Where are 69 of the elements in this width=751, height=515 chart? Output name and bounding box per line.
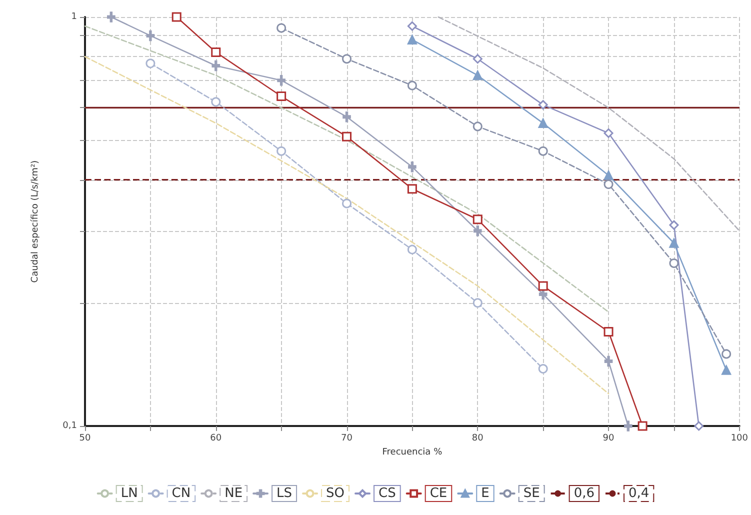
- point: [146, 58, 156, 68]
- point: [669, 258, 679, 268]
- point: [342, 198, 352, 208]
- point: [604, 326, 614, 336]
- point: [342, 132, 352, 142]
- point: [276, 23, 286, 33]
- point: [407, 21, 417, 31]
- point: [472, 298, 482, 308]
- point: [342, 54, 352, 64]
- point: [146, 30, 155, 41]
- point: [604, 170, 614, 180]
- point: [604, 128, 614, 138]
- point: [407, 244, 417, 254]
- legend-label: SE: [523, 486, 540, 501]
- legend-label: LS: [276, 486, 292, 501]
- point: [211, 97, 221, 107]
- point: [276, 146, 286, 156]
- point: [277, 75, 286, 86]
- point: [538, 281, 548, 291]
- point: [342, 112, 352, 122]
- point: [407, 184, 417, 194]
- point: [669, 238, 679, 248]
- point: [624, 420, 632, 432]
- point: [407, 34, 417, 44]
- legend-label: NE: [224, 486, 243, 501]
- point: [722, 365, 732, 375]
- point: [604, 356, 613, 366]
- point: [538, 118, 548, 128]
- legend-label: LN: [120, 486, 138, 501]
- y-tick-label: 1: [71, 12, 77, 22]
- legend-label: SO: [326, 486, 345, 501]
- point: [538, 100, 548, 110]
- point: [722, 349, 732, 359]
- point: [472, 122, 482, 132]
- legend-label: CS: [378, 486, 396, 501]
- legend-label: 0,4: [628, 486, 650, 501]
- line-series: [438, 16, 740, 232]
- legend-label: E: [481, 486, 490, 501]
- x-tick-label: 80: [472, 434, 484, 444]
- point: [538, 364, 548, 374]
- point: [276, 92, 286, 102]
- y-axis-title: Caudal específico (L/s/km²): [30, 160, 40, 283]
- x-tick-label: 50: [79, 434, 91, 444]
- point: [211, 48, 221, 57]
- point: [472, 54, 482, 64]
- legend-label: CE: [430, 486, 448, 501]
- x-tick-label: 100: [730, 434, 748, 444]
- point: [538, 146, 548, 156]
- x-tick-label: 90: [602, 434, 615, 444]
- point: [473, 226, 482, 236]
- point: [212, 60, 220, 71]
- x-axis-title: Frecuencia %: [382, 447, 443, 458]
- legend-label: 0,6: [574, 486, 595, 501]
- point: [172, 12, 182, 22]
- x-tick-label: 60: [210, 434, 222, 444]
- legend-label: CN: [172, 486, 191, 501]
- point: [408, 162, 416, 172]
- line-series: [84, 56, 610, 394]
- line-series: [84, 25, 610, 313]
- point: [669, 220, 679, 230]
- point: [106, 12, 116, 22]
- x-tick-label: 70: [341, 434, 353, 444]
- point: [472, 214, 482, 224]
- point: [472, 70, 482, 80]
- y-tick-label: 0,1: [62, 421, 77, 431]
- point: [407, 80, 417, 90]
- point: [638, 421, 648, 431]
- point: [694, 421, 704, 431]
- point: [604, 180, 614, 189]
